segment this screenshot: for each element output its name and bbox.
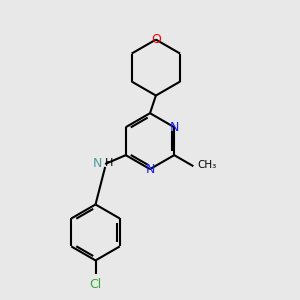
Text: N: N: [169, 121, 179, 134]
Text: Cl: Cl: [89, 278, 102, 291]
Text: N: N: [93, 157, 102, 170]
Text: H: H: [105, 158, 113, 168]
Text: N: N: [145, 163, 155, 176]
Text: O: O: [151, 33, 161, 46]
Text: CH₃: CH₃: [198, 160, 217, 170]
